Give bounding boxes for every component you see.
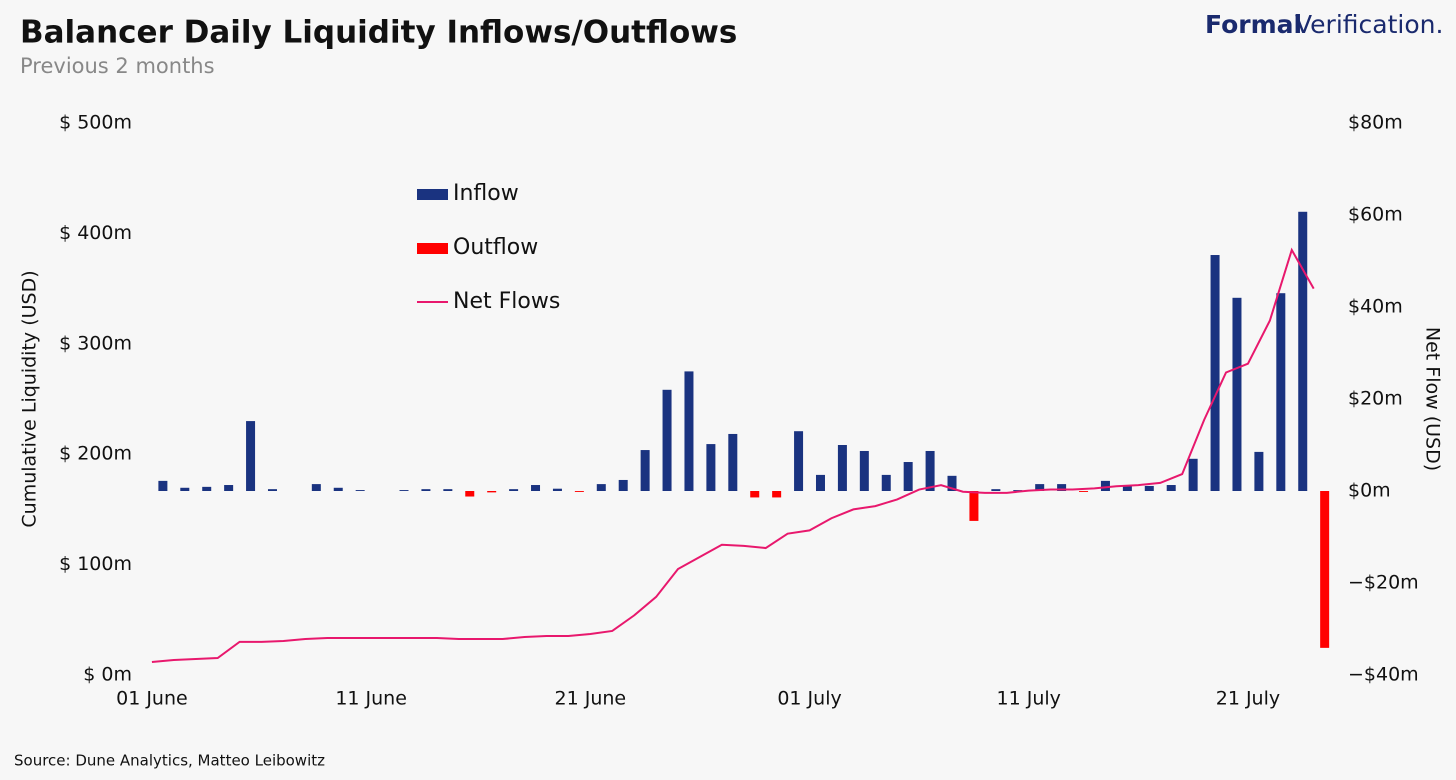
- y-tick-label: $ 500m: [59, 112, 132, 134]
- bar: [246, 421, 256, 491]
- brand-bold: Formal: [1205, 10, 1302, 39]
- bar: [903, 462, 913, 491]
- bar: [180, 487, 190, 491]
- bar: [1144, 485, 1154, 491]
- bar: [706, 444, 716, 491]
- y2-tick-label: $80m: [1348, 112, 1403, 134]
- bar: [750, 491, 760, 498]
- bar: [640, 450, 650, 491]
- bar: [815, 474, 825, 491]
- y-tick-label: $ 300m: [59, 332, 132, 354]
- bar: [552, 488, 562, 491]
- bar: [969, 491, 979, 521]
- legend-label: Net Flows: [453, 289, 560, 314]
- bar: [1188, 458, 1198, 491]
- bar: [1013, 490, 1023, 491]
- bar: [574, 491, 584, 492]
- x-tick-label: 11 June: [335, 688, 407, 710]
- legend-label: Outflow: [453, 235, 538, 260]
- legend-swatch: [417, 189, 448, 200]
- line: [151, 247, 1315, 663]
- bar: [662, 389, 672, 491]
- x-tick-label: 01 June: [116, 688, 188, 710]
- bar: [1100, 480, 1110, 491]
- bar: [158, 480, 168, 491]
- bar: [224, 485, 234, 491]
- bar: [1122, 485, 1132, 491]
- y2-tick-label: $40m: [1348, 296, 1403, 318]
- y2-tick-label: $0m: [1348, 480, 1391, 502]
- bar: [596, 484, 606, 491]
- bar: [837, 445, 847, 491]
- bar: [1210, 255, 1220, 491]
- bar: [728, 433, 738, 491]
- bar: [1254, 451, 1264, 491]
- bar: [202, 486, 212, 491]
- x-tick-label: 21 July: [1216, 688, 1280, 710]
- bar: [443, 489, 453, 491]
- y-tick-label: $ 400m: [59, 222, 132, 244]
- legend-label: Inflow: [453, 181, 519, 206]
- bar: [1035, 484, 1045, 491]
- bar: [1079, 491, 1089, 492]
- bar: [684, 371, 694, 491]
- y2-tick-label: −$20m: [1348, 572, 1419, 594]
- source: Source: Dune Analytics, Matteo Leibowitz: [14, 752, 325, 770]
- chart-subtitle: Previous 2 months: [20, 54, 215, 78]
- bar: [1057, 484, 1067, 491]
- bar: [509, 489, 519, 491]
- bar: [1320, 491, 1330, 648]
- bar: [1298, 211, 1308, 491]
- y-tick-label: $ 0m: [83, 664, 132, 686]
- bar: [1276, 293, 1286, 491]
- y-axis-label: Cumulative Liquidity (USD): [19, 270, 41, 527]
- bar: [399, 490, 409, 491]
- bar: [333, 487, 343, 491]
- x-tick-label: 01 July: [777, 688, 841, 710]
- legend-swatch: [417, 243, 448, 254]
- y-tick-label: $ 100m: [59, 553, 132, 575]
- bar: [311, 484, 321, 491]
- chart-title: Balancer Daily Liquidity Inflows/Outflow…: [20, 15, 737, 51]
- bar: [267, 489, 277, 491]
- y2-axis-label: Net Flow (USD): [1422, 327, 1444, 471]
- y2-tick-label: $20m: [1348, 388, 1403, 410]
- bar: [881, 474, 891, 491]
- bar: [487, 491, 497, 493]
- bar: [618, 479, 628, 491]
- x-tick-label: 21 June: [555, 688, 627, 710]
- bar: [531, 485, 541, 491]
- y2-tick-label: −$40m: [1348, 664, 1419, 686]
- bar: [991, 489, 1001, 491]
- bar: [794, 431, 804, 491]
- bar: [421, 489, 431, 491]
- bar: [355, 490, 365, 491]
- brand-light: Verification.: [1295, 10, 1443, 39]
- y-tick-label: $ 200m: [59, 443, 132, 465]
- bar: [1232, 297, 1242, 491]
- bar: [859, 450, 869, 491]
- bar: [772, 491, 782, 498]
- bar: [465, 491, 475, 497]
- bar: [947, 475, 957, 491]
- y2-tick-label: $60m: [1348, 204, 1403, 226]
- bar: [1166, 485, 1176, 491]
- bar: [925, 450, 935, 491]
- x-tick-label: 11 July: [997, 688, 1061, 710]
